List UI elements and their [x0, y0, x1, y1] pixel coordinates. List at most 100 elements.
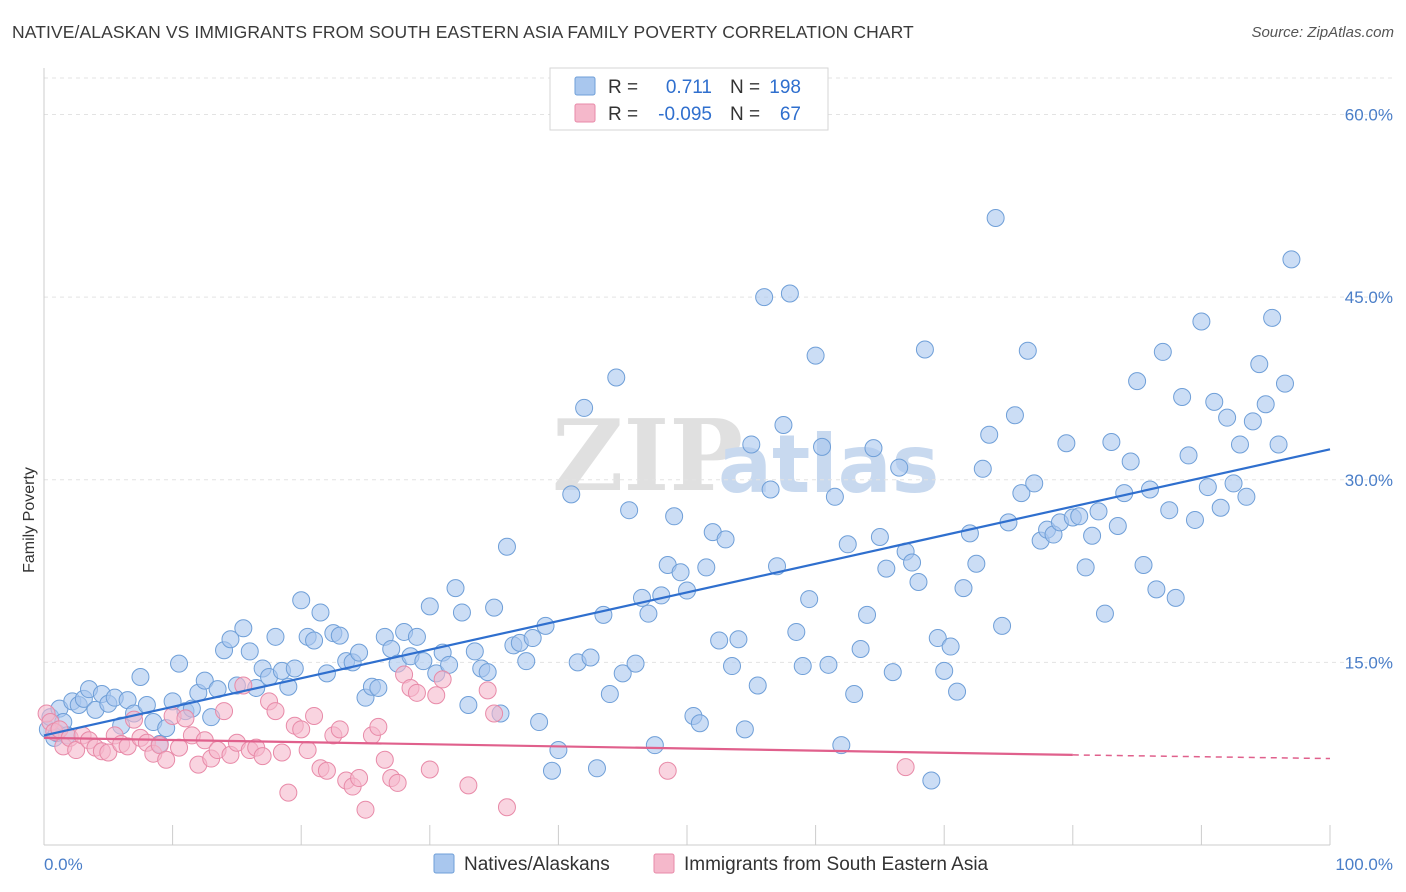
- point-natives-134: [883, 663, 902, 682]
- point-natives-135: [890, 458, 909, 477]
- point-natives-191: [1250, 355, 1269, 374]
- point-natives-137: [903, 553, 922, 572]
- point-natives-128: [845, 685, 864, 704]
- point-natives-113: [748, 676, 767, 695]
- point-natives-156: [1025, 474, 1044, 493]
- x-tick-label-1: 100.0%: [1335, 855, 1393, 874]
- point-natives-125: [825, 487, 844, 506]
- point-natives-154: [1012, 484, 1031, 503]
- point-natives-145: [954, 579, 973, 598]
- point-natives-97: [645, 736, 664, 755]
- point-natives-100: [665, 507, 684, 526]
- point-natives-132: [870, 527, 889, 546]
- point-natives-92: [613, 664, 632, 683]
- point-natives-182: [1192, 312, 1211, 331]
- point-immigrants-42: [298, 741, 317, 760]
- point-natives-75: [497, 537, 516, 556]
- point-natives-185: [1211, 498, 1230, 517]
- point-natives-142: [935, 661, 954, 680]
- point-natives-177: [1160, 501, 1179, 520]
- point-natives-96: [639, 604, 658, 623]
- point-immigrants-67: [658, 761, 677, 780]
- point-natives-83: [549, 741, 568, 760]
- point-immigrants-51: [356, 800, 375, 819]
- point-natives-195: [1275, 374, 1294, 393]
- point-immigrants-23: [176, 709, 195, 728]
- point-natives-98: [652, 586, 671, 605]
- x-tick-label-0: 0.0%: [44, 855, 83, 874]
- point-natives-124: [819, 655, 838, 674]
- trend-line-immigrants: [43, 736, 1073, 757]
- point-natives-190: [1243, 412, 1262, 431]
- y-axis-label: Family Poverty: [21, 467, 38, 573]
- point-natives-62: [414, 652, 433, 671]
- bottom-legend-label-natives: Natives/Alaskans: [464, 854, 610, 875]
- point-natives-32: [221, 630, 240, 649]
- point-natives-119: [787, 622, 806, 641]
- point-natives-112: [742, 435, 761, 454]
- point-natives-45: [305, 631, 324, 650]
- point-immigrants-54: [375, 750, 394, 769]
- point-natives-24: [170, 654, 189, 673]
- point-natives-172: [1128, 372, 1147, 391]
- point-natives-186: [1218, 408, 1237, 427]
- point-natives-46: [311, 603, 330, 622]
- y-tick-label-0: 15.0%: [1345, 653, 1393, 672]
- point-natives-35: [240, 642, 259, 661]
- point-natives-111: [735, 720, 754, 739]
- point-natives-110: [729, 630, 748, 649]
- chart-title: NATIVE/ALASKAN VS IMMIGRANTS FROM SOUTH …: [12, 22, 914, 42]
- watermark: ZIP atlas: [552, 399, 939, 514]
- point-natives-153: [1005, 406, 1024, 425]
- point-natives-141: [928, 629, 947, 648]
- point-immigrants-14: [118, 737, 137, 756]
- point-natives-63: [420, 597, 439, 616]
- legend-n-value-2: 67: [780, 104, 801, 125]
- point-natives-148: [973, 459, 992, 478]
- point-immigrants-65: [485, 704, 504, 723]
- legend-swatch-natives: [574, 76, 596, 96]
- point-natives-121: [800, 590, 819, 609]
- point-natives-88: [587, 759, 606, 778]
- point-natives-52: [350, 643, 369, 662]
- point-natives-131: [864, 439, 883, 458]
- point-natives-138: [909, 573, 928, 592]
- point-natives-147: [967, 554, 986, 573]
- bottom-legend-swatch-natives: [433, 853, 455, 874]
- point-natives-49: [330, 626, 349, 645]
- trend-lines: [43, 448, 1331, 760]
- legend-n-value-1: 198: [769, 77, 801, 98]
- point-natives-91: [607, 368, 626, 387]
- point-natives-183: [1198, 478, 1217, 497]
- point-immigrants-68: [896, 758, 915, 777]
- point-immigrants-37: [266, 702, 285, 721]
- point-natives-122: [806, 346, 825, 365]
- point-natives-108: [716, 530, 735, 549]
- legend-r-value-2: -0.095: [658, 104, 712, 125]
- legend-box: [549, 67, 829, 131]
- point-natives-140: [922, 771, 941, 790]
- legend-n-label-2: N =: [730, 104, 760, 125]
- point-natives-117: [774, 415, 793, 434]
- legend-r-label-1: R =: [608, 77, 638, 98]
- point-natives-164: [1076, 558, 1095, 577]
- y-tick-label-1: 30.0%: [1345, 471, 1393, 490]
- point-natives-193: [1263, 308, 1282, 327]
- point-immigrants-29: [215, 702, 234, 721]
- x-tick-labels: 0.0% 100.0%: [44, 855, 1393, 874]
- point-immigrants-50: [350, 769, 369, 788]
- point-natives-109: [723, 657, 742, 676]
- bottom-legend-label-immigrants: Immigrants from South Eastern Asia: [684, 854, 989, 875]
- point-natives-43: [292, 591, 311, 610]
- point-natives-104: [690, 714, 709, 733]
- point-natives-127: [838, 535, 857, 554]
- point-natives-107: [710, 631, 729, 650]
- point-natives-70: [465, 642, 484, 661]
- point-natives-84: [562, 485, 581, 504]
- point-natives-196: [1282, 250, 1301, 269]
- point-natives-188: [1230, 435, 1249, 454]
- point-immigrants-22: [170, 738, 189, 757]
- point-natives-192: [1256, 395, 1275, 414]
- point-immigrants-56: [388, 773, 407, 792]
- point-natives-179: [1173, 387, 1192, 406]
